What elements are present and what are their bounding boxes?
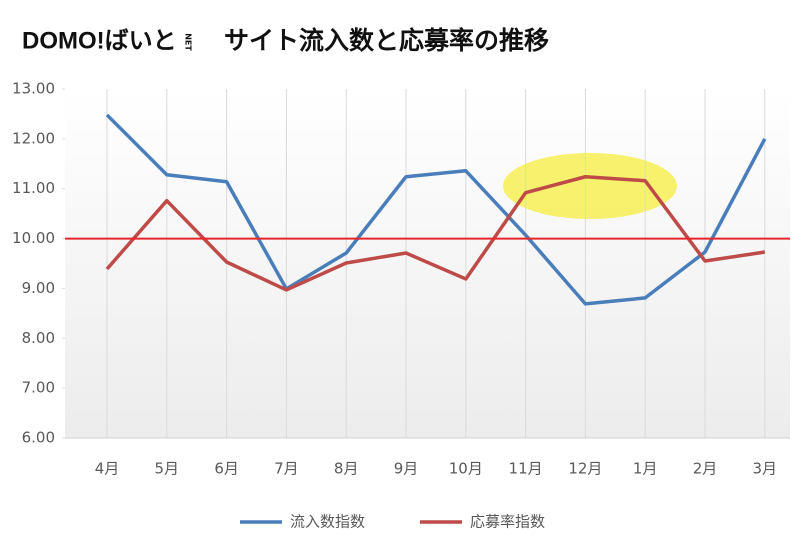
y-tick-label: 6.00 — [22, 429, 55, 447]
y-tick-label: 12.00 — [12, 129, 55, 147]
y-tick-label: 13.00 — [12, 80, 55, 98]
x-tick-label: 10月 — [449, 460, 483, 478]
x-tick-label: 5月 — [155, 460, 180, 478]
y-tick-label: 8.00 — [22, 329, 55, 347]
x-tick-label: 12月 — [568, 460, 602, 478]
x-tick-label: 4月 — [95, 460, 120, 478]
x-tick-label: 7月 — [274, 460, 299, 478]
x-tick-label: 3月 — [753, 460, 778, 478]
series-line — [105, 174, 766, 292]
x-tick-label: 6月 — [214, 460, 239, 478]
x-tick-label: 9月 — [394, 460, 419, 478]
highlight — [503, 153, 677, 219]
x-tick-label: 2月 — [693, 460, 718, 478]
legend-label: 応募率指数 — [470, 513, 545, 531]
x-tick-label: 1月 — [633, 460, 658, 478]
legend-label: 流入数指数 — [290, 513, 365, 531]
y-tick-label: 10.00 — [12, 229, 55, 247]
y-tick-label: 11.00 — [12, 179, 55, 197]
series-line — [105, 113, 767, 306]
x-tick-label: 11月 — [509, 460, 543, 478]
logo: DOMO!ばいと — [22, 27, 177, 54]
logo-sub: NET — [184, 33, 193, 51]
x-tick-label: 8月 — [334, 460, 359, 478]
y-tick-label: 9.00 — [22, 279, 55, 297]
chart-title: サイト流入数と応募率の推移 — [224, 26, 549, 55]
y-tick-label: 7.00 — [22, 379, 55, 397]
